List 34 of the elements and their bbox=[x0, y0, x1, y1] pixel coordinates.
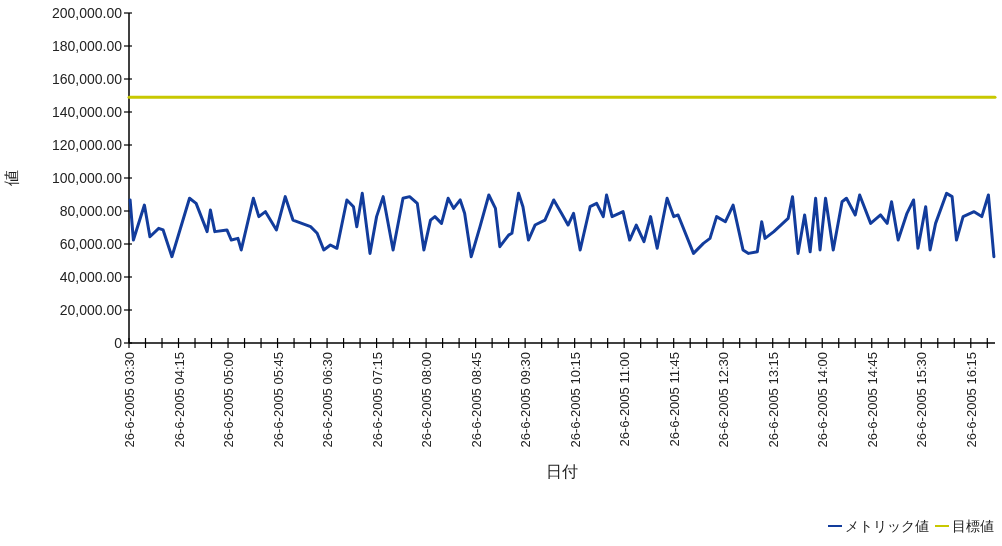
x-tick-label: 26-6-2005 11:45 bbox=[666, 352, 682, 447]
x-tick-label: 26-6-2005 05:00 bbox=[221, 352, 237, 448]
y-tick-label: 60,000.00 bbox=[59, 236, 123, 252]
y-tick-label: 140,000.00 bbox=[51, 104, 123, 120]
y-tick-label: 100,000.00 bbox=[51, 170, 123, 186]
y-tick-label: 120,000.00 bbox=[51, 137, 123, 153]
line-series bbox=[128, 191, 996, 259]
legend-label: メトリック値 bbox=[845, 518, 929, 534]
x-tick-label: 26-6-2005 12:30 bbox=[716, 352, 732, 448]
x-tick-label: 26-6-2005 14:45 bbox=[864, 352, 880, 448]
y-tick-label: 160,000.00 bbox=[51, 71, 123, 87]
x-tick-label: 26-6-2005 09:30 bbox=[518, 352, 534, 448]
x-tick-label: 26-6-2005 07:15 bbox=[369, 352, 385, 448]
x-tick-label: 26-6-2005 04:15 bbox=[171, 352, 187, 448]
y-tick-label: 20,000.00 bbox=[59, 302, 123, 318]
y-tick-label: 80,000.00 bbox=[59, 203, 123, 219]
y-tick-label: 180,000.00 bbox=[51, 38, 123, 54]
y-axis-title: 値 bbox=[3, 170, 20, 186]
x-tick-label: 26-6-2005 03:30 bbox=[122, 352, 137, 448]
y-tick-label: 40,000.00 bbox=[59, 269, 123, 285]
x-tick-label: 26-6-2005 14:00 bbox=[815, 352, 831, 448]
x-tick-label: 26-6-2005 10:15 bbox=[567, 352, 583, 448]
x-tick-label: 26-6-2005 08:45 bbox=[468, 352, 484, 448]
y-tick-label: 0 bbox=[114, 335, 123, 351]
x-tick-label: 26-6-2005 06:30 bbox=[320, 352, 336, 448]
x-tick-label: 26-6-2005 05:45 bbox=[270, 352, 286, 448]
x-tick-label: 26-6-2005 13:15 bbox=[765, 352, 781, 448]
x-tick-label: 26-6-2005 16:15 bbox=[963, 352, 979, 448]
x-axis-title: 日付 bbox=[546, 463, 578, 480]
x-tick-label: 26-6-2005 11:00 bbox=[617, 352, 633, 447]
x-tick-label: 26-6-2005 15:30 bbox=[914, 352, 930, 448]
legend-label: 目標値 bbox=[952, 518, 994, 534]
y-tick-label: 200,000.00 bbox=[51, 5, 123, 21]
x-tick-label: 26-6-2005 08:00 bbox=[419, 352, 435, 448]
